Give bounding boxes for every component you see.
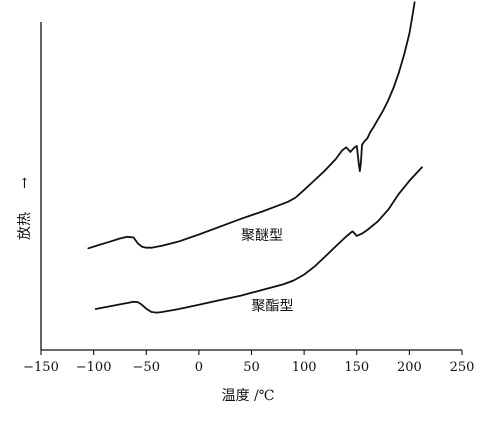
x-tick-label: 200: [397, 360, 422, 375]
series-line-1: [87, 1, 416, 250]
y-axis-title: 放热: [17, 212, 33, 240]
x-tick-label: −50: [133, 360, 160, 375]
y-axis-arrow: →: [17, 177, 33, 189]
y-axis-title-group: 放热 →: [17, 177, 33, 240]
x-tick-label: 250: [450, 360, 475, 375]
x-axis-title: 温度 /℃: [222, 388, 275, 404]
x-tick-label: 0: [195, 360, 203, 375]
x-tick-label: −150: [23, 360, 59, 375]
x-tick-label: 100: [292, 360, 317, 375]
series-label-2: 聚酯型: [252, 299, 294, 315]
series-label-1: 聚醚型: [241, 228, 283, 244]
x-tick-label: −100: [76, 360, 112, 375]
series-layer: [87, 1, 423, 314]
x-tick-label: 50: [243, 360, 260, 375]
x-tick-label: 150: [344, 360, 369, 375]
series-line-2: [94, 166, 423, 314]
x-ticks: −150 −100 −50 0 50 100 150 200 250: [23, 350, 474, 375]
